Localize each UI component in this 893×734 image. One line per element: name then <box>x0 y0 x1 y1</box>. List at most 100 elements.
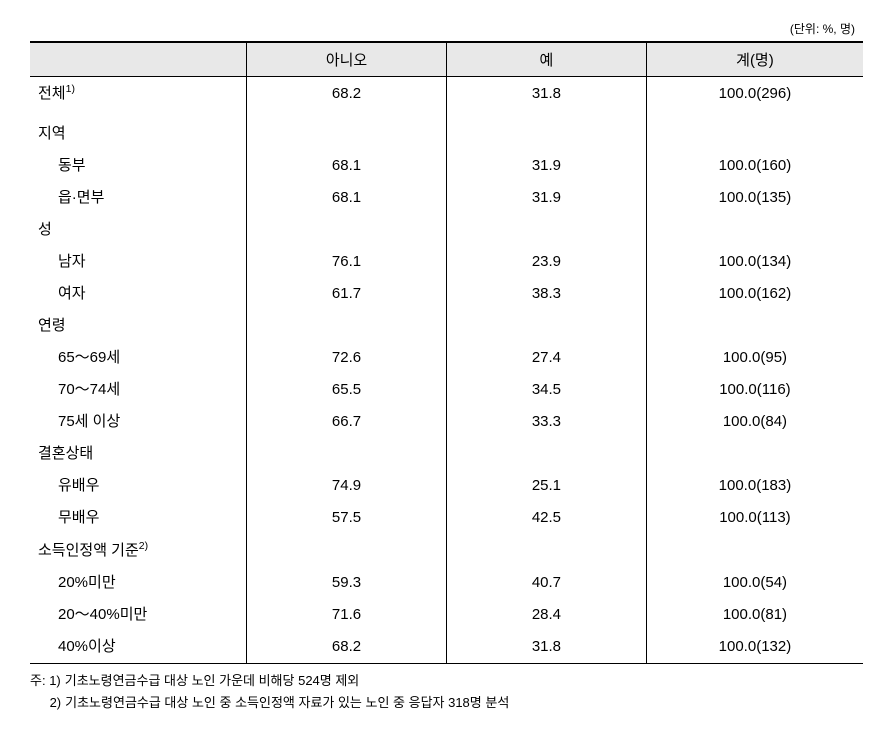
cell-total: 100.0(134) <box>646 246 863 278</box>
cell-total: 100.0(81) <box>646 599 863 631</box>
cell-no <box>247 214 447 246</box>
cell-total: 100.0(160) <box>646 150 863 182</box>
cell-yes: 27.4 <box>446 342 646 374</box>
data-table: 아니오 예 계(명) 전체1)68.231.8100.0(296)지역동부68.… <box>30 41 863 664</box>
col-header-no: 아니오 <box>247 42 447 77</box>
cell-no: 61.7 <box>247 278 447 310</box>
cell-no <box>247 534 447 567</box>
row-label: 유배우 <box>30 470 247 502</box>
cell-total: 100.0(296) <box>646 77 863 111</box>
table-row <box>30 110 863 118</box>
superscript: 1) <box>66 83 75 95</box>
superscript: 2) <box>139 540 148 552</box>
cell-no: 57.5 <box>247 502 447 534</box>
cell-yes: 23.9 <box>446 246 646 278</box>
col-header-label <box>30 42 247 77</box>
table-row: 75세 이상66.733.3100.0(84) <box>30 406 863 438</box>
row-label: 연령 <box>30 310 247 342</box>
cell-total: 100.0(135) <box>646 182 863 214</box>
table-row: 동부68.131.9100.0(160) <box>30 150 863 182</box>
table-row: 전체1)68.231.8100.0(296) <box>30 77 863 111</box>
row-label: 65～69세 <box>30 342 247 374</box>
table-row: 연령 <box>30 310 863 342</box>
footnote-prefix: 주: 1) <box>30 670 61 692</box>
cell-yes: 31.9 <box>446 182 646 214</box>
cell-no: 76.1 <box>247 246 447 278</box>
table-row: 소득인정액 기준2) <box>30 534 863 567</box>
row-label: 동부 <box>30 150 247 182</box>
cell-yes: 38.3 <box>446 278 646 310</box>
cell-yes: 31.8 <box>446 631 646 664</box>
row-label: 소득인정액 기준2) <box>30 534 247 567</box>
footnote-text: 기초노령연금수급 대상 노인 가운데 비해당 524명 제외 <box>65 670 360 692</box>
table-header-row: 아니오 예 계(명) <box>30 42 863 77</box>
row-label: 75세 이상 <box>30 406 247 438</box>
row-label: 40%이상 <box>30 631 247 664</box>
cell-no: 71.6 <box>247 599 447 631</box>
cell-yes <box>446 214 646 246</box>
cell-yes: 31.8 <box>446 77 646 111</box>
cell-no: 68.1 <box>247 150 447 182</box>
table-row: 지역 <box>30 118 863 150</box>
cell-total: 100.0(132) <box>646 631 863 664</box>
cell-no: 74.9 <box>247 470 447 502</box>
cell-total: 100.0(183) <box>646 470 863 502</box>
cell-total <box>646 214 863 246</box>
cell-no <box>247 438 447 470</box>
cell-yes: 33.3 <box>446 406 646 438</box>
cell-yes <box>446 310 646 342</box>
row-label: 20～40%미만 <box>30 599 247 631</box>
cell-no: 65.5 <box>247 374 447 406</box>
cell-total: 100.0(116) <box>646 374 863 406</box>
cell-no: 68.2 <box>247 77 447 111</box>
row-label: 성 <box>30 214 247 246</box>
cell-total: 100.0(84) <box>646 406 863 438</box>
row-label: 남자 <box>30 246 247 278</box>
row-label: 전체1) <box>30 77 247 111</box>
cell-yes: 25.1 <box>446 470 646 502</box>
table-row: 65～69세72.627.4100.0(95) <box>30 342 863 374</box>
cell-no: 66.7 <box>247 406 447 438</box>
cell-yes: 28.4 <box>446 599 646 631</box>
cell-total <box>646 438 863 470</box>
table-row: 20%미만59.340.7100.0(54) <box>30 567 863 599</box>
cell-total <box>646 534 863 567</box>
cell-total: 100.0(95) <box>646 342 863 374</box>
row-label: 무배우 <box>30 502 247 534</box>
row-label: 20%미만 <box>30 567 247 599</box>
cell-no: 68.2 <box>247 631 447 664</box>
cell-no <box>247 310 447 342</box>
cell-no: 68.1 <box>247 182 447 214</box>
cell-yes <box>446 438 646 470</box>
cell-total <box>646 310 863 342</box>
footnote-2: 주: 2) 기초노령연금수급 대상 노인 중 소득인정액 자료가 있는 노인 중… <box>30 692 863 714</box>
row-label: 여자 <box>30 278 247 310</box>
table-row: 결혼상태 <box>30 438 863 470</box>
table-row: 여자61.738.3100.0(162) <box>30 278 863 310</box>
table-row: 남자76.123.9100.0(134) <box>30 246 863 278</box>
table-row: 70～74세65.534.5100.0(116) <box>30 374 863 406</box>
cell-total: 100.0(113) <box>646 502 863 534</box>
footnote-num: 2) <box>50 692 62 714</box>
cell-total: 100.0(54) <box>646 567 863 599</box>
table-row: 무배우57.542.5100.0(113) <box>30 502 863 534</box>
cell-no <box>247 118 447 150</box>
cell-yes: 31.9 <box>446 150 646 182</box>
row-label: 70～74세 <box>30 374 247 406</box>
cell-no: 72.6 <box>247 342 447 374</box>
cell-total: 100.0(162) <box>646 278 863 310</box>
table-row: 읍·면부68.131.9100.0(135) <box>30 182 863 214</box>
table-row: 유배우74.925.1100.0(183) <box>30 470 863 502</box>
cell-total <box>646 118 863 150</box>
cell-yes: 42.5 <box>446 502 646 534</box>
col-header-total: 계(명) <box>646 42 863 77</box>
table-row: 20～40%미만71.628.4100.0(81) <box>30 599 863 631</box>
footnote-1: 주: 1) 기초노령연금수급 대상 노인 가운데 비해당 524명 제외 <box>30 670 863 692</box>
cell-yes <box>446 118 646 150</box>
cell-yes <box>446 534 646 567</box>
table-row: 성 <box>30 214 863 246</box>
unit-label: (단위: %, 명) <box>30 20 863 37</box>
row-label: 읍·면부 <box>30 182 247 214</box>
row-label: 결혼상태 <box>30 438 247 470</box>
footnote-text: 기초노령연금수급 대상 노인 중 소득인정액 자료가 있는 노인 중 응답자 3… <box>65 692 509 714</box>
